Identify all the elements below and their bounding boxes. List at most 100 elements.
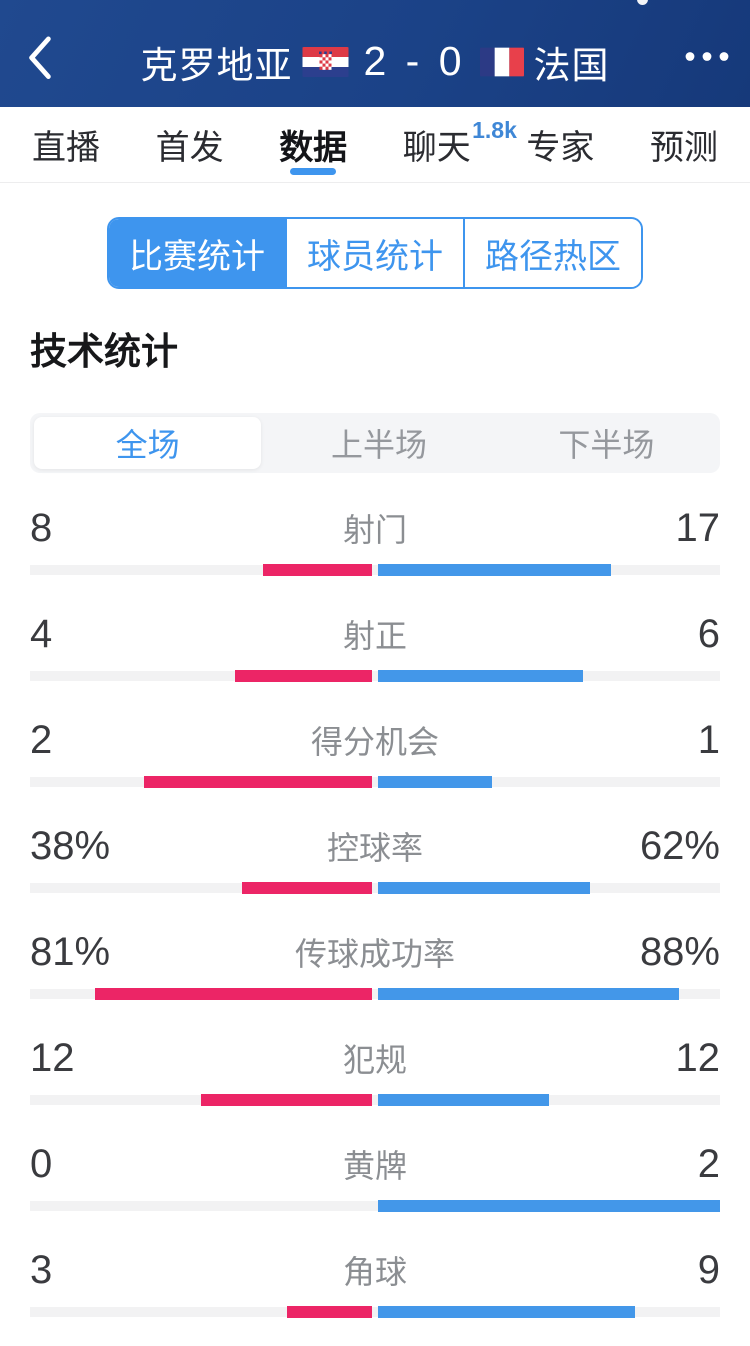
- stat-head: 4 射正 6: [30, 610, 720, 658]
- statusbar-fragment: [637, 0, 648, 5]
- away-stat-value: 12: [675, 1036, 721, 1080]
- stat-row: 4 射正 6: [30, 593, 720, 699]
- stat-label: 得分机会: [310, 724, 439, 760]
- stat-row: 2 得分机会 1: [30, 699, 720, 805]
- seg-player-stats[interactable]: 球员统计: [285, 219, 463, 287]
- stat-row: 12 犯规 12: [30, 1017, 720, 1123]
- seg-label: 路径热区: [485, 237, 621, 276]
- tab-label: 数据: [279, 129, 348, 167]
- stat-label: 射门: [342, 512, 407, 548]
- home-stat-value: 4: [30, 612, 53, 656]
- away-stat-value: 17: [675, 506, 721, 550]
- home-stat-value: 8: [30, 506, 53, 550]
- stat-label: 犯规: [342, 1042, 407, 1078]
- away-stat-bar: [378, 882, 591, 894]
- stat-head: 2 得分机会 1: [30, 716, 720, 764]
- stat-bar-track: [30, 564, 720, 576]
- stat-row: 38% 控球率 62%: [30, 805, 720, 911]
- seg-label: 球员统计: [307, 237, 443, 276]
- tab-label: 首发: [155, 129, 224, 167]
- stat-label: 控球率: [326, 830, 423, 866]
- stat-bar-track: [30, 1094, 720, 1106]
- away-stat-value: 2: [697, 1142, 720, 1186]
- home-stat-bar: [144, 776, 372, 788]
- home-stat-value: 81%: [30, 930, 111, 974]
- away-stat-bar: [378, 988, 679, 1000]
- period-label: 下半场: [558, 427, 655, 463]
- home-stat-value: 0: [30, 1142, 53, 1186]
- croatia-flag-icon: [302, 46, 349, 77]
- away-stat-value: 62%: [639, 824, 720, 868]
- seg-match-stats[interactable]: 比赛统计: [109, 219, 285, 287]
- tab-chat[interactable]: 聊天 1.8k: [403, 107, 517, 182]
- stat-bar-track: [30, 988, 720, 1000]
- home-stat-value: 38%: [30, 824, 111, 868]
- stat-row: 81% 传球成功率 88%: [30, 911, 720, 1017]
- tab-expert[interactable]: 专家: [526, 107, 594, 182]
- away-stat-value: 6: [697, 612, 720, 656]
- home-stat-bar: [94, 988, 372, 1000]
- away-stat-bar: [378, 670, 584, 682]
- more-button[interactable]: [684, 49, 730, 64]
- stat-head: 12 犯规 12: [30, 1034, 720, 1082]
- tab-label: 直播: [32, 129, 100, 167]
- away-team-name: 法国: [533, 44, 610, 86]
- stat-type-tabs: 比赛统计 球员统计 路径热区: [107, 217, 643, 289]
- home-stat-bar: [262, 564, 372, 576]
- period-second-half[interactable]: 下半场: [493, 413, 720, 473]
- stat-row: 3 角球 9: [30, 1229, 720, 1335]
- stat-head: 38% 控球率 62%: [30, 822, 720, 870]
- away-stat-bar: [378, 1094, 549, 1106]
- away-stat-value: 88%: [639, 930, 720, 974]
- tab-data[interactable]: 数据: [279, 107, 347, 182]
- stat-label: 传球成功率: [294, 936, 455, 972]
- stat-label: 角球: [342, 1254, 407, 1290]
- stat-head: 81% 传球成功率 88%: [30, 928, 720, 976]
- tab-label: 预测: [649, 129, 718, 167]
- ellipsis-icon: [684, 49, 730, 64]
- stat-bar-track: [30, 670, 720, 682]
- match-score: 2 - 0: [363, 38, 466, 84]
- home-stat-bar: [235, 670, 372, 682]
- stat-row: 0 黄牌 2: [30, 1123, 720, 1229]
- period-label: 上半场: [330, 427, 427, 463]
- stat-head: 8 射门 17: [30, 504, 720, 552]
- home-stat-bar: [242, 882, 372, 894]
- tab-live[interactable]: 直播: [32, 107, 100, 182]
- away-stat-bar: [378, 1306, 635, 1318]
- period-label: 全场: [115, 427, 180, 463]
- period-first-half[interactable]: 上半场: [265, 413, 492, 473]
- stat-bar-track: [30, 1200, 720, 1212]
- away-stat-bar: [378, 776, 492, 788]
- stat-label: 射正: [342, 618, 407, 654]
- home-stat-value: 2: [30, 718, 53, 762]
- stat-label: 黄牌: [342, 1148, 407, 1184]
- chevron-left-icon: [27, 35, 53, 84]
- tab-predict[interactable]: 预测: [650, 107, 718, 182]
- away-stat-bar: [378, 564, 611, 576]
- tab-lineup[interactable]: 首发: [156, 107, 224, 182]
- home-stat-value: 3: [30, 1248, 53, 1292]
- seg-heat-zone[interactable]: 路径热区: [463, 219, 641, 287]
- home-team-name: 克罗地亚: [140, 44, 293, 86]
- tab-badge: 1.8k: [472, 117, 517, 143]
- stat-bar-track: [30, 776, 720, 788]
- seg-label: 比赛统计: [129, 237, 265, 276]
- back-button[interactable]: [20, 35, 60, 83]
- stats-list: 8 射门 17 4 射正 6 2 得分机会 1 38% 控: [30, 487, 720, 1335]
- home-stat-value: 12: [30, 1036, 75, 1080]
- home-stat-bar: [286, 1306, 372, 1318]
- stat-bar-track: [30, 882, 720, 894]
- france-flag-icon: [479, 47, 524, 77]
- home-stat-bar: [201, 1094, 372, 1106]
- away-stat-value: 9: [697, 1248, 720, 1292]
- away-stat-bar: [378, 1200, 720, 1212]
- match-title: 克罗地亚 2 - 0: [140, 35, 609, 89]
- away-stat-value: 1: [697, 718, 720, 762]
- stat-bar-track: [30, 1306, 720, 1318]
- stat-head: 3 角球 9: [30, 1246, 720, 1294]
- period-full[interactable]: 全场: [34, 417, 262, 469]
- stat-row: 8 射门 17: [30, 487, 720, 593]
- period-tabs: 全场 上半场 下半场: [30, 413, 720, 473]
- main-tab-bar: 直播 首发 数据 聊天 1.8k 专家 预测: [0, 107, 750, 183]
